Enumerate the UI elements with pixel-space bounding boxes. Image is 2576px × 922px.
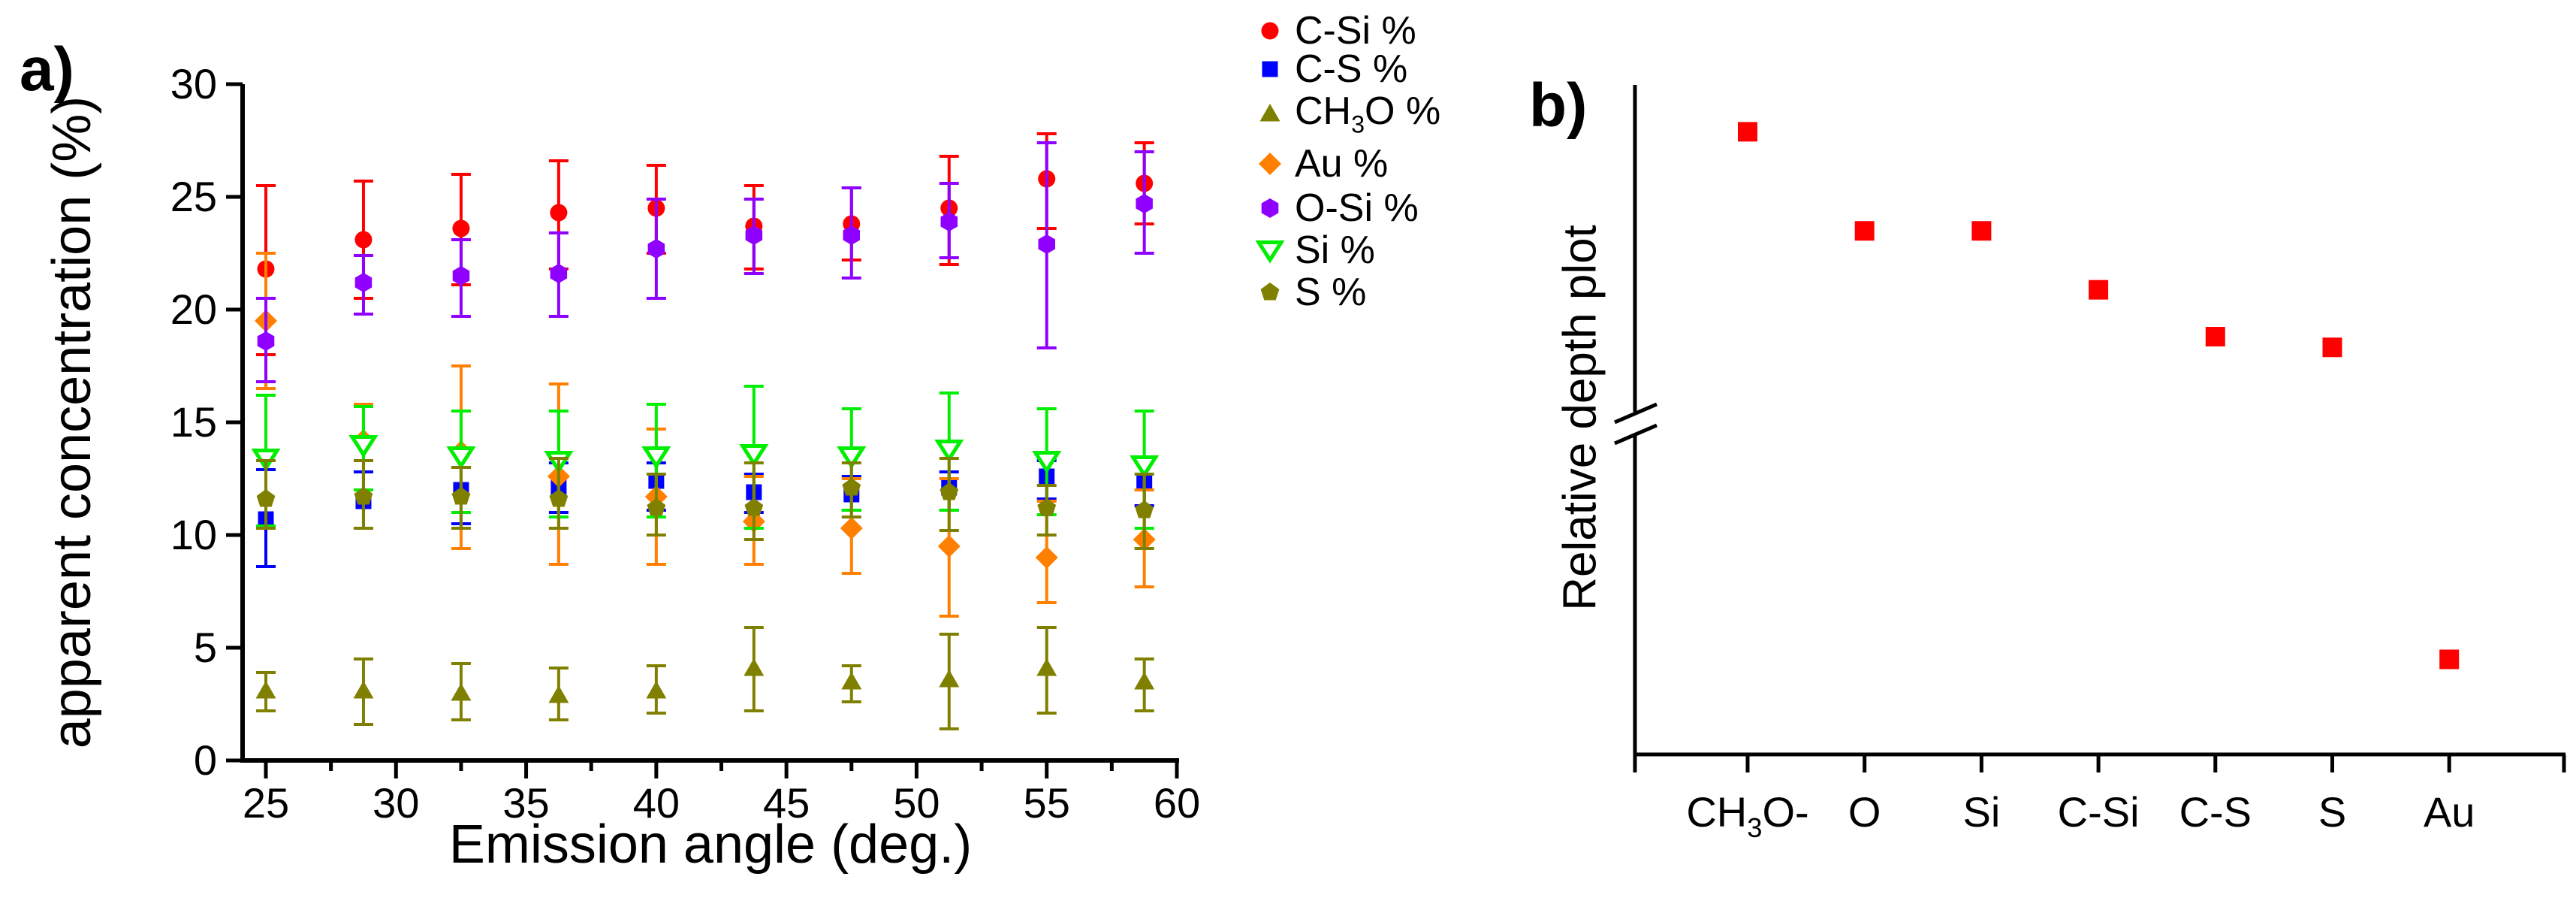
markers bbox=[257, 170, 1154, 278]
x-tick-label: 25 bbox=[243, 779, 289, 827]
series-au-pct bbox=[255, 252, 1156, 618]
error-bars bbox=[256, 132, 1154, 356]
depth-point-c-si bbox=[2089, 280, 2109, 300]
y-axis-break-icon bbox=[1614, 402, 1658, 446]
panel-b-data-points bbox=[1738, 122, 2460, 670]
y-tick-label: 10 bbox=[170, 511, 217, 558]
category-label-c-si: C-Si bbox=[2058, 788, 2140, 836]
error-bars bbox=[256, 141, 1154, 383]
depth-point-ch3o bbox=[1738, 122, 1757, 142]
y-tick-label: 25 bbox=[170, 173, 217, 220]
legend-label: O-Si % bbox=[1295, 186, 1419, 230]
markers bbox=[255, 310, 1156, 569]
legend-label: S % bbox=[1295, 271, 1367, 314]
x-tick-label: 30 bbox=[373, 779, 419, 827]
category-label-ch3o: CH3O- bbox=[1686, 788, 1808, 843]
panel-b-ticks bbox=[1633, 754, 2566, 772]
error-bars bbox=[256, 626, 1154, 730]
series-s-pct bbox=[256, 457, 1154, 550]
panel-b-label: b) bbox=[1529, 71, 1588, 140]
x-tick-label: 50 bbox=[893, 779, 940, 827]
panel-b-category-labels: CH3O- O Si C-Si C-S S Au bbox=[1686, 788, 2475, 843]
legend-item-c-si-pct: C-Si % bbox=[1245, 8, 1416, 54]
legend-item-c-s-pct: C-S % bbox=[1245, 46, 1407, 92]
markers bbox=[251, 435, 1160, 479]
x-tick-label: 45 bbox=[763, 779, 810, 827]
au-pct-marker-icon bbox=[1259, 153, 1281, 175]
legend-item-au-pct: Au % bbox=[1245, 141, 1388, 187]
category-label-au: Au bbox=[2424, 788, 2475, 836]
series-ch3o-pct bbox=[255, 626, 1155, 730]
error-bars bbox=[256, 457, 1154, 550]
legend-item-si-pct: Si % bbox=[1245, 227, 1375, 274]
ch3o-pct-marker-icon bbox=[1259, 104, 1280, 122]
depth-point-si bbox=[1971, 221, 1992, 241]
series-o-si-pct bbox=[256, 141, 1154, 383]
x-tick-label: 35 bbox=[502, 779, 549, 827]
y-tick-label: 0 bbox=[194, 736, 217, 784]
depth-point-au bbox=[2439, 649, 2460, 670]
depth-point-o bbox=[1854, 221, 1875, 241]
markers bbox=[257, 194, 1153, 351]
y-tick-label: 20 bbox=[170, 286, 217, 333]
category-label-s: S bbox=[2318, 788, 2346, 836]
series-si-pct bbox=[251, 385, 1160, 530]
category-label-si: Si bbox=[1963, 788, 2001, 836]
si-pct-marker-icon bbox=[1255, 240, 1285, 264]
markers bbox=[258, 468, 1153, 528]
legend-item-o-si-pct: O-Si % bbox=[1245, 185, 1419, 231]
legend-item-ch3o-pct: CH3O % bbox=[1245, 89, 1441, 138]
panel-a-label: a) bbox=[20, 35, 74, 104]
markers bbox=[256, 478, 1154, 518]
depth-point-s bbox=[2322, 337, 2342, 358]
x-tick-label: 60 bbox=[1154, 779, 1200, 827]
x-tick-label: 40 bbox=[633, 779, 680, 827]
panel-a-y-axis-title: apparent concentration (%) bbox=[42, 95, 102, 749]
panel-b-axes bbox=[1633, 85, 2565, 757]
markers bbox=[255, 658, 1155, 703]
c-si-pct-marker-icon bbox=[1261, 22, 1279, 40]
o-si-pct-marker-icon bbox=[1261, 198, 1279, 218]
legend-label: CH3O % bbox=[1295, 89, 1441, 138]
depth-point-c-s bbox=[2205, 327, 2225, 347]
category-label-o: O bbox=[1848, 788, 1881, 836]
legend-label: C-S % bbox=[1295, 47, 1408, 91]
series-c-si-pct bbox=[256, 132, 1154, 356]
category-label-c-s: C-S bbox=[2179, 788, 2252, 836]
legend-label: Si % bbox=[1295, 228, 1375, 272]
panel-a-x-axis-title: Emission angle (deg.) bbox=[448, 815, 973, 875]
error-bars bbox=[256, 252, 1154, 618]
panel-a-tick-labels: 0 5 10 15 20 25 30 25 30 35 40 45 50 55 60 bbox=[170, 60, 1200, 827]
panel-a-plot: 0 5 10 15 20 25 30 25 30 35 40 45 50 55 60 bbox=[170, 60, 1200, 827]
legend-label: C-Si % bbox=[1295, 9, 1416, 53]
error-bars bbox=[256, 385, 1154, 530]
y-tick-label: 30 bbox=[170, 60, 217, 107]
x-tick-label: 55 bbox=[1024, 779, 1070, 827]
y-tick-label: 5 bbox=[194, 624, 217, 671]
panel-b-y-axis-title: Relative depth plot bbox=[1554, 225, 1606, 611]
y-tick-label: 15 bbox=[170, 398, 217, 446]
error-bars bbox=[256, 459, 1154, 568]
legend-item-s-pct: S % bbox=[1245, 269, 1366, 316]
panel-a-ticks bbox=[226, 82, 1179, 778]
panel-a-axes bbox=[240, 84, 1179, 763]
legend-label: Au % bbox=[1295, 142, 1389, 186]
s-pct-marker-icon bbox=[1260, 283, 1280, 301]
c-s-pct-marker-icon bbox=[1262, 61, 1278, 77]
panel-b-plot: CH3O- O Si C-Si C-S S Au bbox=[1614, 85, 2566, 843]
legend: C-Si % C-S % CH3O % Au % O-Si % Si % S % bbox=[1245, 0, 1561, 353]
series-c-s-pct bbox=[256, 459, 1154, 568]
